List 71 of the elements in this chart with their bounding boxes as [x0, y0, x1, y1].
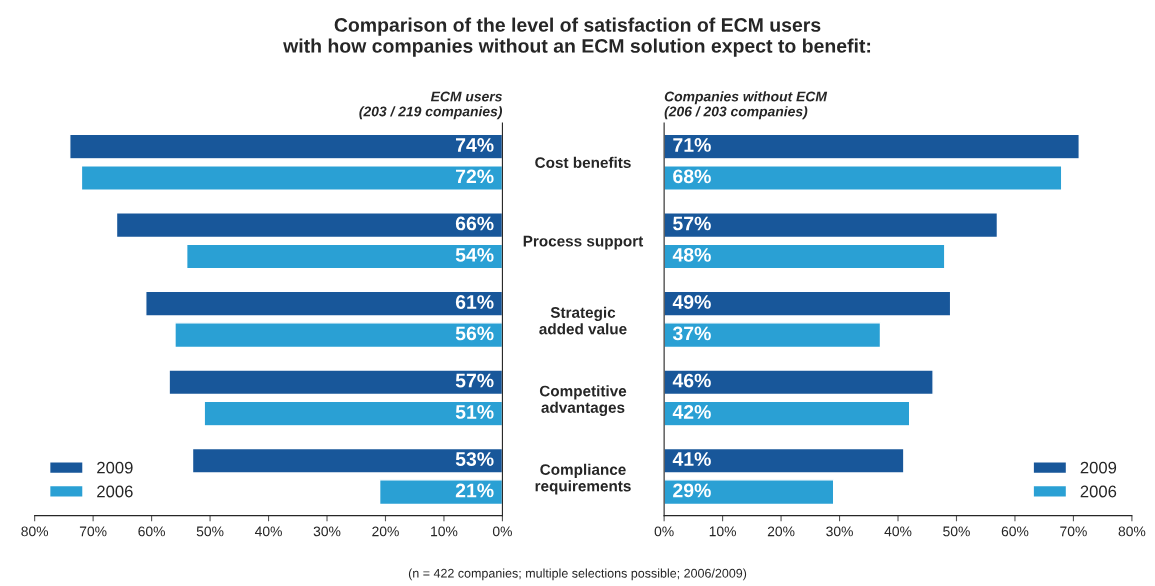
x-tick-label: 60%: [138, 526, 165, 537]
data-label: 49%: [672, 295, 711, 309]
data-label: 37%: [672, 326, 711, 341]
bar: [664, 243, 946, 270]
bar: [69, 133, 503, 160]
data-label: 54%: [455, 248, 494, 262]
bar: [203, 400, 503, 427]
bar: [80, 165, 503, 191]
data-label: 46%: [672, 373, 711, 388]
data-label: 53%: [455, 452, 494, 466]
x-tick-label: 20%: [372, 526, 399, 537]
x-tick-label: 10%: [431, 526, 458, 537]
data-label: 51%: [455, 405, 494, 419]
data-label: 57%: [673, 216, 711, 231]
bar: [664, 447, 905, 474]
x-tick-label: 30%: [313, 526, 341, 537]
x-tick-label: 20%: [767, 526, 795, 537]
bar: [664, 165, 1063, 191]
data-label: 61%: [455, 295, 494, 309]
x-tick-label: 30%: [826, 526, 853, 537]
x-tick-label: 60%: [1001, 526, 1029, 537]
data-label: 74%: [456, 138, 494, 152]
data-label: 48%: [672, 248, 711, 262]
data-label: 72%: [456, 169, 494, 184]
text: Comparison of the level of satisfaction of ECM users with how companies without an ECM solution expect to benefit:: [283, 17, 871, 57]
bar: [174, 322, 503, 349]
x-tick-label: 0%: [492, 526, 512, 537]
data-label: 42%: [672, 405, 711, 419]
y-tick-label: Competitive advantages: [539, 385, 627, 416]
bar: [191, 447, 503, 474]
bar: [664, 290, 952, 317]
data-label: 56%: [455, 326, 494, 341]
y-tick-label: Process support: [523, 235, 644, 250]
bar: [168, 369, 503, 396]
x-tick-label: 70%: [1060, 526, 1087, 537]
chart-subtitle: ECM users (203 / 219 companies): [359, 91, 503, 120]
data-label: 57%: [455, 373, 494, 388]
bar: [378, 479, 503, 506]
bar: [664, 133, 1080, 160]
chart-subtitle: Companies without ECM (206 / 203 companies): [664, 91, 828, 120]
legend-label: 2009: [1080, 461, 1117, 474]
data-label: 68%: [673, 169, 711, 184]
legend-label: 2006: [1080, 485, 1117, 498]
x-tick-label: 40%: [884, 526, 912, 537]
bar: [115, 212, 503, 239]
y-tick-label: Cost benefits: [535, 156, 631, 169]
bar: [145, 290, 503, 317]
data-label: 29%: [673, 483, 711, 498]
bar: [664, 322, 882, 349]
x-tick-label: 0%: [654, 526, 674, 537]
data-label: 66%: [455, 216, 494, 231]
bar: [664, 212, 999, 239]
x-tick-label: 40%: [254, 526, 282, 537]
legend-label: 2009: [97, 461, 133, 474]
data-label: 21%: [455, 483, 494, 498]
bar: [185, 243, 503, 270]
x-tick-label: 10%: [709, 526, 736, 537]
data-label: 41%: [672, 452, 711, 466]
y-tick-label: Strategic added value: [539, 306, 627, 335]
data-label: 71%: [673, 138, 711, 152]
x-tick-label: 50%: [943, 526, 970, 537]
bar: [664, 479, 835, 506]
legend-label: 2006: [97, 485, 133, 498]
x-tick-label: 50%: [196, 526, 224, 537]
text: (n = 422 companies; multiple selections possible; 2006/2009): [408, 568, 747, 581]
y-tick-label: Compliance requirements: [535, 463, 631, 495]
x-tick-label: 80%: [21, 526, 49, 537]
x-tick-label: 80%: [1118, 526, 1146, 537]
bar: [664, 400, 911, 427]
bar: [664, 369, 934, 396]
x-tick-label: 70%: [79, 526, 107, 537]
